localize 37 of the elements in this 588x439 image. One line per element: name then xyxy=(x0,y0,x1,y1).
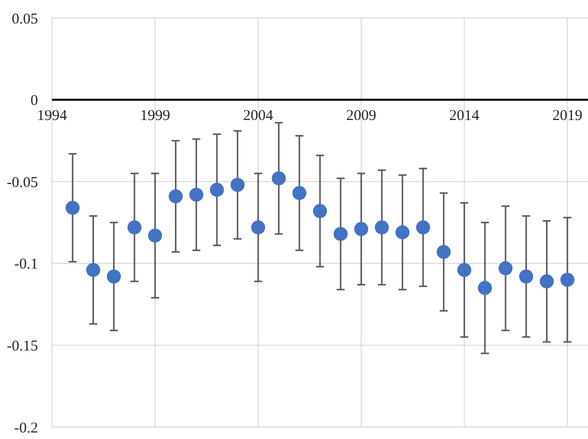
point xyxy=(292,186,306,200)
x-tick-label: 1999 xyxy=(140,108,170,124)
point xyxy=(540,274,554,288)
point xyxy=(416,220,430,234)
point xyxy=(272,171,286,186)
y-tick-label: -0.15 xyxy=(6,338,38,354)
point xyxy=(148,228,162,243)
x-tick-label: 2009 xyxy=(346,108,376,124)
x-tick-label: 2019 xyxy=(552,108,582,124)
point xyxy=(395,225,410,240)
y-tick-label: -0.05 xyxy=(6,174,38,191)
point xyxy=(189,188,204,202)
point xyxy=(86,262,100,277)
x-tick-label: 2004 xyxy=(243,108,274,124)
y-tick-label: -0.2 xyxy=(14,420,38,436)
point xyxy=(106,269,121,284)
point xyxy=(251,220,266,234)
x-tick-label: 2014 xyxy=(449,108,480,124)
point xyxy=(354,222,368,236)
point xyxy=(313,204,327,218)
point xyxy=(66,200,80,215)
point xyxy=(374,220,389,234)
point xyxy=(436,244,451,259)
point xyxy=(210,182,224,197)
point xyxy=(457,262,472,277)
y-tick-label: 0 xyxy=(30,93,38,110)
y-tick-label: 0.05 xyxy=(12,11,38,28)
point xyxy=(168,189,183,204)
point xyxy=(127,220,142,234)
point xyxy=(230,178,245,192)
point xyxy=(498,261,513,276)
point xyxy=(560,272,574,287)
x-tick-label: 1994 xyxy=(37,108,68,124)
point xyxy=(478,280,492,295)
y-tick-label: -0.1 xyxy=(14,256,38,273)
point xyxy=(334,226,348,241)
point xyxy=(519,269,534,284)
